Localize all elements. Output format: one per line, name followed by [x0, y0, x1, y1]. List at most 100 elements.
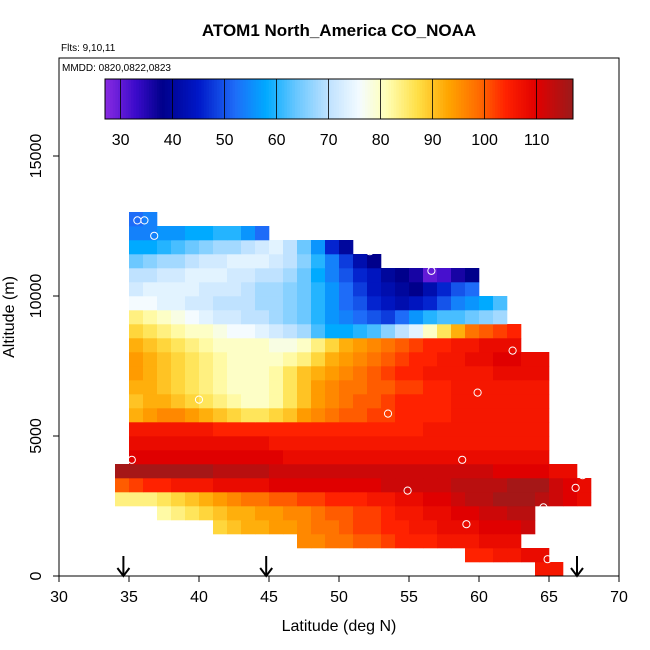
colorbar-segment — [144, 79, 147, 119]
heatmap-cell — [451, 436, 466, 451]
sample-point — [556, 346, 565, 355]
heatmap-cell — [143, 450, 158, 465]
colorbar-segment — [570, 79, 574, 119]
heatmap-cell — [437, 506, 452, 521]
sample-point — [483, 265, 492, 274]
heatmap-cell — [311, 254, 326, 269]
heatmap-cell — [227, 422, 242, 437]
heatmap-cell — [157, 366, 172, 381]
colorbar-segment — [268, 79, 272, 119]
heatmap-cell — [339, 254, 354, 269]
heatmap-cell — [353, 380, 368, 395]
heatmap-cell — [479, 464, 494, 479]
heatmap-cell — [129, 240, 144, 255]
heatmap-cell — [465, 324, 480, 339]
heatmap-cell — [241, 408, 256, 423]
heatmap-cell — [409, 338, 424, 353]
colorbar-segment — [313, 79, 316, 119]
colorbar-segment — [557, 79, 561, 119]
heatmap-cell — [213, 254, 228, 269]
heatmap-cell — [549, 478, 564, 493]
heatmap-cell — [535, 464, 550, 479]
heatmap-cell — [143, 366, 158, 381]
colorbar-segment — [263, 79, 267, 119]
heatmap-cell — [353, 478, 368, 493]
heatmap-cell — [479, 380, 494, 395]
heatmap-cell — [353, 296, 368, 311]
heatmap-cell — [185, 380, 200, 395]
colorbar-segment — [365, 79, 368, 119]
heatmap-cell — [325, 324, 340, 339]
heatmap-cell — [507, 534, 522, 549]
heatmap-cell — [451, 464, 466, 479]
colorbar-segment — [453, 79, 457, 119]
colorbar-tick-label: 80 — [372, 132, 390, 149]
sample-point — [458, 455, 467, 464]
heatmap-cell — [381, 478, 396, 493]
heatmap-cell — [381, 296, 396, 311]
heatmap-cell — [255, 422, 270, 437]
heatmap-cell — [479, 450, 494, 465]
heatmap-cell — [381, 380, 396, 395]
colorbar-segment — [170, 79, 173, 119]
heatmap-cell — [129, 268, 144, 283]
heatmap-cell — [395, 492, 410, 507]
colorbar-segment — [482, 79, 485, 119]
heatmap-cell — [311, 240, 326, 255]
colorbar-segment — [393, 79, 397, 119]
colorbar-segment — [180, 79, 184, 119]
heatmap-cell — [255, 450, 270, 465]
colorbar-segment — [175, 79, 179, 119]
sample-point — [127, 455, 136, 464]
heatmap-cell — [367, 310, 382, 325]
heatmap-cell — [283, 324, 298, 339]
heatmap-cell — [143, 422, 158, 437]
colorbar-segment — [198, 79, 202, 119]
colorbar-segment — [224, 79, 228, 119]
heatmap-cell — [367, 408, 382, 423]
heatmap-cell — [283, 520, 298, 535]
heatmap-cell — [451, 408, 466, 423]
colorbar-segment — [289, 79, 293, 119]
heatmap-cell — [465, 310, 480, 325]
heatmap-cell — [493, 324, 508, 339]
colorbar-segment — [515, 79, 519, 119]
colorbar-segment — [284, 79, 288, 119]
heatmap-cell — [395, 436, 410, 451]
heatmap-cell — [269, 254, 284, 269]
heatmap-cell — [311, 478, 326, 493]
heatmap-cell — [451, 380, 466, 395]
colorbar-segment — [450, 79, 454, 119]
colorbar-segment — [549, 79, 553, 119]
colorbar-segment — [326, 79, 329, 119]
heatmap-cell — [437, 436, 452, 451]
heatmap-cell — [241, 394, 256, 409]
colorbar-segment — [508, 79, 511, 119]
colorbar-segment — [474, 79, 478, 119]
heatmap-cell — [549, 492, 564, 507]
heatmap-cell — [241, 478, 256, 493]
heatmap-cell — [129, 450, 144, 465]
heatmap-cell — [493, 296, 508, 311]
heatmap-cell — [521, 478, 536, 493]
colorbar-segment — [419, 79, 423, 119]
heatmap-cell — [339, 534, 354, 549]
heatmap-cell — [185, 282, 200, 297]
heatmap-cell — [535, 408, 550, 423]
heatmap-cell — [521, 548, 536, 563]
heatmap-cell — [353, 436, 368, 451]
heatmap-cell — [381, 520, 396, 535]
heatmap-cell — [493, 478, 508, 493]
heatmap-cell — [353, 282, 368, 297]
heatmap-cell — [297, 436, 312, 451]
heatmap-cell — [367, 422, 382, 437]
heatmap-cell — [437, 422, 452, 437]
heatmap-cell — [171, 226, 186, 241]
heatmap-cell — [353, 366, 368, 381]
colorbar-segment — [445, 79, 449, 119]
sample-point — [365, 247, 374, 256]
heatmap-cell — [521, 492, 536, 507]
heatmap-cell — [451, 352, 466, 367]
heatmap-cell — [283, 240, 298, 255]
heatmap-cell — [185, 254, 200, 269]
